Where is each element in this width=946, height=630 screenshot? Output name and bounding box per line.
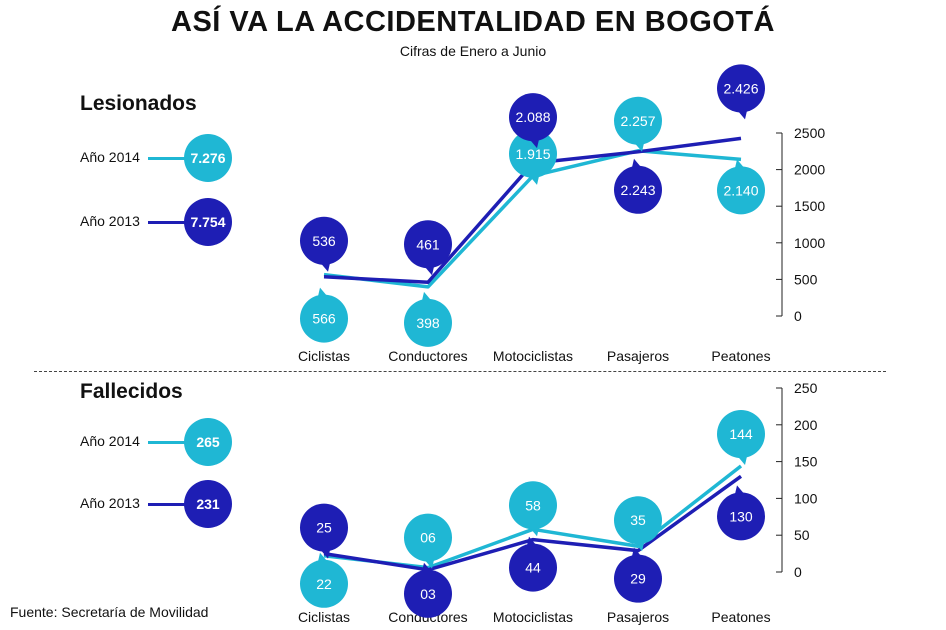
data-label: 2.140 (723, 182, 758, 198)
legend-total-bubble: 231 (184, 480, 232, 528)
y-tick-label: 2000 (794, 162, 825, 178)
data-label: 58 (525, 497, 541, 513)
data-label: 130 (729, 508, 753, 524)
y-tick-label: 200 (794, 417, 818, 433)
data-point-bubble (404, 513, 452, 562)
data-label: 35 (630, 512, 646, 528)
legend-line-2013 (148, 503, 186, 506)
lesionados-title: Lesionados (80, 92, 197, 115)
data-label: 461 (416, 236, 440, 252)
category-label: Conductores (388, 348, 467, 364)
data-point-bubble (717, 64, 765, 113)
category-label: Ciclistas (298, 348, 350, 364)
data-point-bubble (717, 166, 765, 215)
y-tick-label: 100 (794, 490, 818, 506)
data-point-bubble (509, 129, 557, 178)
lesionados-legend-2014: Año 2014 7.276 (80, 134, 240, 182)
fallecidos-legend-2014: Año 2014 265 (80, 418, 240, 466)
data-point-bubble (717, 410, 765, 459)
data-label: 1.915 (515, 146, 550, 162)
y-tick-label: 150 (794, 454, 818, 470)
data-label: 03 (420, 586, 436, 602)
data-label: 06 (420, 530, 436, 546)
fallecidos-title: Fallecidos (80, 380, 183, 403)
y-tick-label: 0 (794, 564, 802, 580)
legend-line-2014 (148, 157, 186, 160)
category-label: Motociclistas (493, 348, 573, 364)
legend-total-bubble: 265 (184, 418, 232, 466)
legend-total-bubble: 7.754 (184, 198, 232, 246)
data-point-bubble (509, 93, 557, 142)
data-label: 398 (416, 315, 440, 331)
data-label: 44 (525, 560, 541, 576)
data-label: 25 (316, 520, 332, 536)
y-tick-label: 250 (794, 380, 818, 396)
data-point-bubble (300, 216, 348, 265)
y-tick-label: 1500 (794, 198, 825, 214)
data-point-bubble (717, 492, 765, 541)
legend-label: Año 2014 (80, 433, 140, 449)
section-divider (34, 371, 886, 372)
data-point-bubble (614, 96, 662, 145)
data-label: 536 (312, 233, 336, 249)
data-label: 2.257 (620, 113, 655, 129)
data-label: 2.088 (515, 109, 550, 125)
data-point-bubble (614, 165, 662, 214)
lesionados-legend-2013: Año 2013 7.754 (80, 198, 240, 246)
data-point-bubble (404, 298, 452, 347)
y-tick-label: 2500 (794, 125, 825, 141)
data-point-bubble (300, 294, 348, 343)
fallecidos-legend-2013: Año 2013 231 (80, 480, 240, 528)
category-label: Ciclistas (298, 609, 350, 625)
legend-label: Año 2014 (80, 149, 140, 165)
data-label: 29 (630, 571, 646, 587)
data-point-bubble (614, 554, 662, 603)
data-point-bubble (509, 481, 557, 530)
legend-line-2013 (148, 221, 186, 224)
data-point-bubble (404, 220, 452, 269)
data-point-bubble (300, 559, 348, 608)
y-tick-label: 50 (794, 527, 810, 543)
legend-label: Año 2013 (80, 495, 140, 511)
category-label: Peatones (711, 348, 770, 364)
series-line-2013 (323, 474, 743, 572)
legend-total-bubble: 7.276 (184, 134, 232, 182)
legend-label: Año 2013 (80, 213, 140, 229)
data-point-bubble (509, 543, 557, 592)
data-label: 2.426 (723, 80, 758, 96)
category-label: Pasajeros (607, 348, 669, 364)
y-tick-label: 500 (794, 271, 818, 287)
legend-line-2014 (148, 441, 186, 444)
data-label: 22 (316, 576, 332, 592)
data-point-bubble (614, 496, 662, 545)
data-point-bubble (404, 569, 452, 618)
data-label: 2.243 (620, 182, 655, 198)
source-note: Fuente: Secretaría de Movilidad (10, 604, 209, 620)
data-label: 566 (312, 311, 336, 327)
category-label: Peatones (711, 609, 770, 625)
y-tick-label: 0 (794, 308, 802, 324)
page-title: ASÍ VA LA ACCIDENTALIDAD EN BOGOTÁ (171, 6, 775, 38)
page-subtitle: Cifras de Enero a Junio (399, 43, 547, 59)
category-label: Motociclistas (493, 609, 573, 625)
category-label: Pasajeros (607, 609, 669, 625)
y-tick-label: 1000 (794, 235, 825, 251)
data-label: 144 (729, 426, 753, 442)
data-point-bubble (300, 503, 348, 552)
